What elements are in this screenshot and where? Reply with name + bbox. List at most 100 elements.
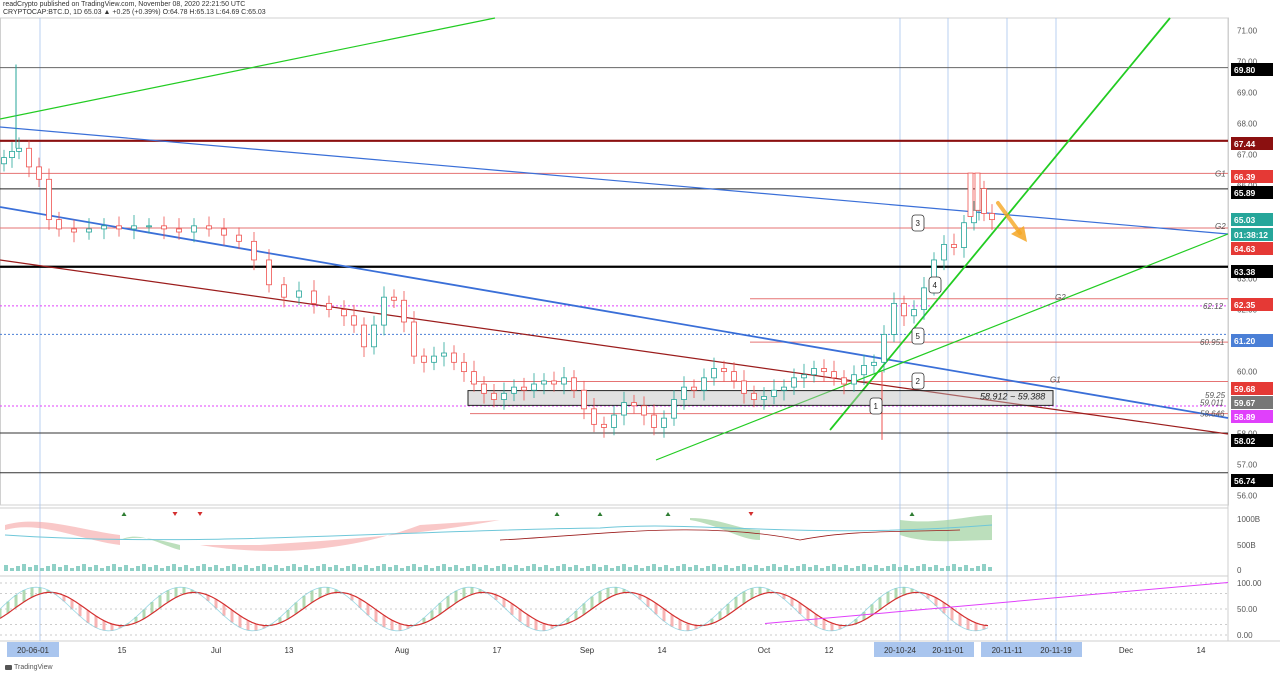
volume-bar (718, 567, 722, 571)
candle-body (621, 402, 627, 416)
candle-body (421, 355, 427, 363)
x-tick-label: 13 (285, 646, 294, 655)
candle-body (721, 368, 727, 373)
volume-bar (580, 568, 584, 571)
price-tag-label: 67.44 (1234, 139, 1256, 149)
oscillator-signal-line (0, 591, 989, 627)
volume-bar (196, 566, 200, 571)
candle-body (266, 259, 272, 286)
wave-label-box (911, 372, 925, 390)
volume-bar (382, 564, 386, 571)
volume-bar (730, 568, 734, 571)
y-tick-label: 70.00 (1237, 57, 1258, 66)
volume-bar (742, 564, 746, 571)
volume-bar (898, 567, 902, 571)
volume-bar (430, 568, 434, 571)
volume-bar (802, 564, 806, 571)
price-tag (1231, 396, 1273, 409)
volume-bar (514, 565, 518, 571)
cloud-area (5, 521, 120, 545)
volume-bar (376, 566, 380, 571)
candle-body (221, 228, 227, 236)
volume-bar (388, 567, 392, 571)
volume-bar (574, 565, 578, 571)
volume-bar (712, 564, 716, 571)
candle-body (611, 414, 617, 428)
volume-bar (538, 567, 542, 571)
x-tick-label: 17 (493, 646, 502, 655)
signal-marker (748, 512, 754, 516)
volume-bar (544, 565, 548, 571)
volume-bar (442, 564, 446, 571)
volume-bar (958, 567, 962, 571)
candle-body (46, 178, 52, 221)
price-tag-label: 69.80 (1234, 65, 1256, 75)
volume-bar (454, 565, 458, 571)
level-label: 59.011 (1200, 398, 1224, 407)
candle-body (951, 244, 957, 248)
volume-bar (964, 565, 968, 571)
x-tick-label: Aug (395, 646, 409, 655)
candle-body (941, 244, 947, 261)
cloud-area (690, 518, 760, 540)
volume-bar (934, 565, 938, 571)
volume-bar (652, 564, 656, 571)
volume-bar (682, 564, 686, 571)
y-tick-label: 69.00 (1237, 88, 1258, 97)
x-tick-label: Sep (580, 646, 595, 655)
candle-body (471, 371, 477, 385)
candle-body (891, 302, 897, 335)
volume-bar (796, 566, 800, 571)
price-tag (1231, 186, 1273, 199)
volume-bar (532, 564, 536, 571)
price-tag-label: 59.67 (1234, 398, 1256, 408)
oscillator-line (0, 586, 989, 632)
volume-bar (154, 565, 158, 571)
volume-bar (82, 564, 86, 571)
candle-body (351, 315, 357, 326)
x-tick-label: 20-06-01 (17, 646, 50, 655)
volume-bar (328, 567, 332, 571)
volume-bar (928, 567, 932, 571)
zone-label: 58.912 ~ 59.388 (980, 392, 1045, 402)
volume-bar (292, 564, 296, 571)
volume-bar (604, 565, 608, 571)
x-tick-highlight (7, 642, 59, 657)
wave-label: 1 (874, 402, 879, 411)
volume-bar (886, 566, 890, 571)
y-tick-label: 67.00 (1237, 150, 1258, 159)
volume-bar (598, 567, 602, 571)
price-tag (1231, 474, 1273, 487)
volume-bar (322, 564, 326, 571)
volume-bar (892, 564, 896, 571)
volume-bar (346, 566, 350, 571)
wave-label-box (911, 327, 925, 345)
signal-marker (597, 512, 603, 516)
wave-label: 2 (916, 377, 921, 386)
volume-bar (364, 565, 368, 571)
candle-body (989, 213, 995, 221)
wave-label-box (869, 397, 883, 415)
volume-bar (844, 565, 848, 571)
x-tick-label: 14 (1197, 646, 1206, 655)
volume-bar (490, 568, 494, 571)
volume-bar (556, 566, 560, 571)
price-tag (1231, 63, 1273, 76)
candle-body (531, 383, 537, 391)
volume-bar (190, 568, 194, 571)
candle-body (451, 352, 457, 363)
candle-body (116, 225, 122, 230)
wave-label-box (911, 214, 925, 232)
volume-bar (70, 568, 74, 571)
volume-bar (34, 565, 38, 571)
tradingview-logo-text: TradingView (14, 664, 53, 671)
candle-body (311, 290, 317, 304)
candle-body (651, 414, 657, 428)
volume-bar (4, 565, 8, 571)
cloud-line (499, 529, 961, 541)
candle-body (71, 228, 77, 233)
volume-bar (286, 566, 290, 571)
candle-body (691, 386, 697, 391)
volume-bar (790, 568, 794, 571)
